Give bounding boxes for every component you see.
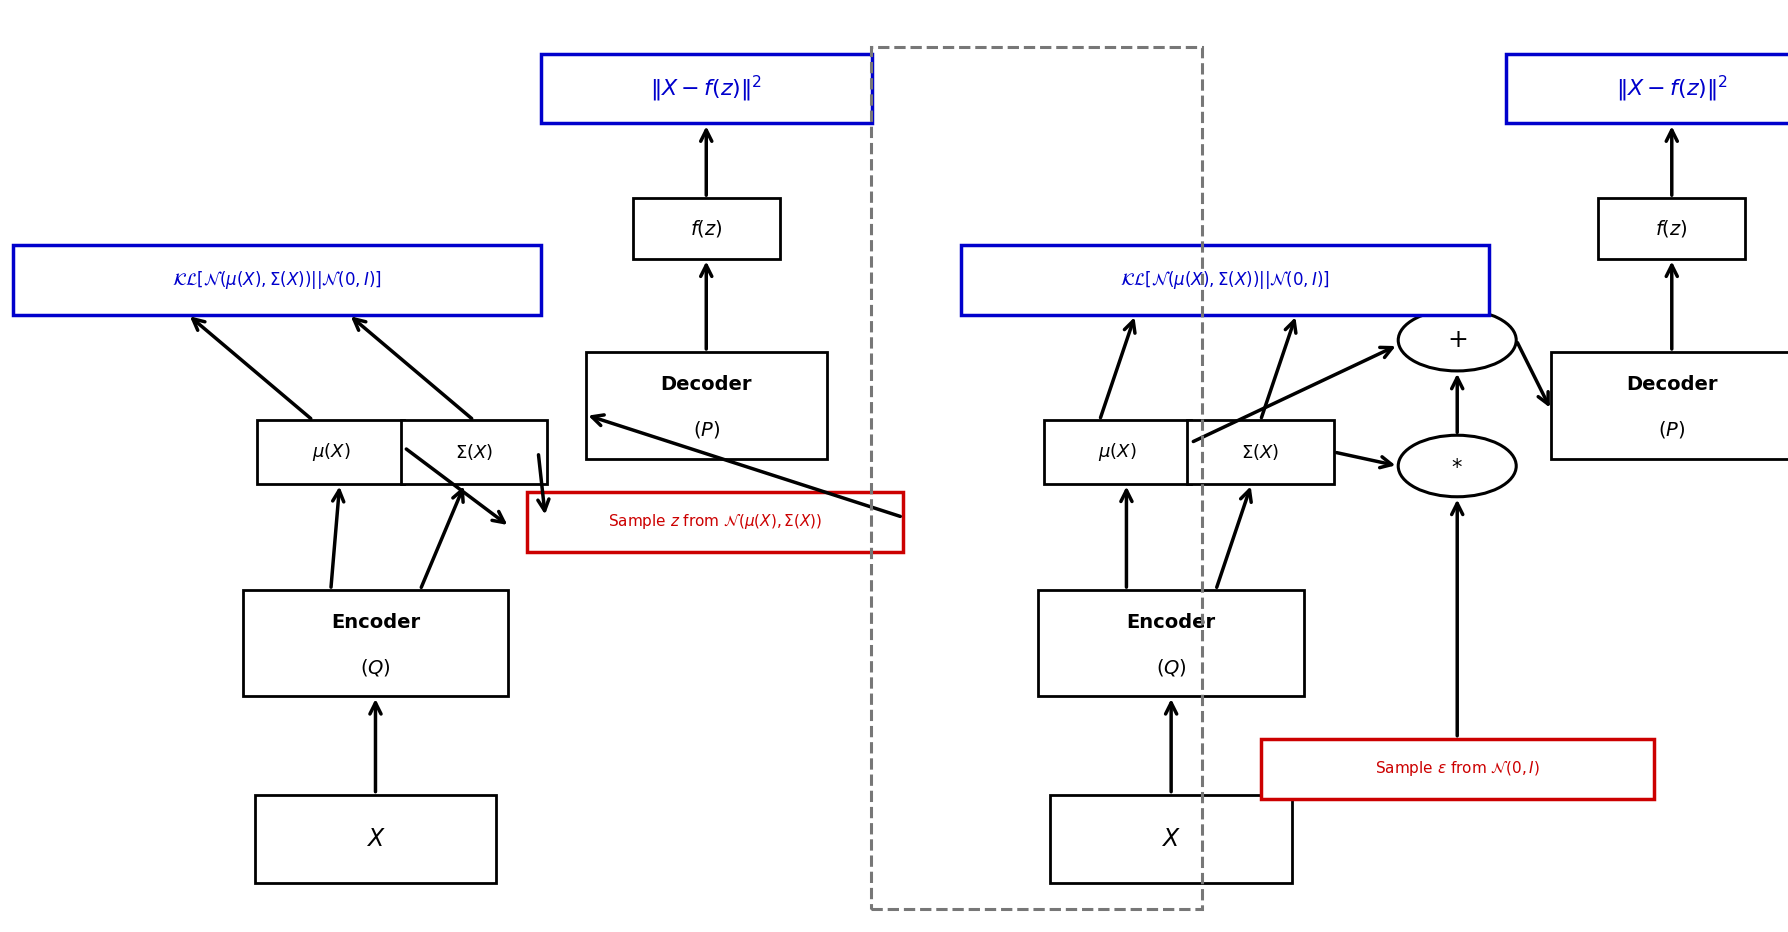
FancyBboxPatch shape (962, 245, 1488, 315)
Text: $f(z)$: $f(z)$ (690, 218, 722, 239)
Text: Decoder: Decoder (660, 376, 753, 394)
FancyBboxPatch shape (1051, 794, 1291, 884)
Circle shape (1398, 309, 1516, 371)
Text: $(P)$: $(P)$ (692, 419, 721, 440)
Text: Decoder: Decoder (1625, 376, 1718, 394)
FancyBboxPatch shape (1505, 53, 1788, 124)
FancyBboxPatch shape (1039, 590, 1303, 696)
FancyBboxPatch shape (527, 492, 903, 552)
Text: Encoder: Encoder (1126, 613, 1216, 632)
Text: $+$: $+$ (1446, 328, 1468, 352)
Text: $\mathcal{KL}[\mathcal{N}(\mu(X),\Sigma(X))||\mathcal{N}(0,I)]$: $\mathcal{KL}[\mathcal{N}(\mu(X),\Sigma(… (172, 268, 383, 291)
FancyBboxPatch shape (243, 590, 508, 696)
Text: $\|X - f(z)\|^2$: $\|X - f(z)\|^2$ (651, 74, 762, 103)
Text: Encoder: Encoder (331, 613, 420, 632)
Text: Sample $\epsilon$ from $\mathcal{N}(0,I)$: Sample $\epsilon$ from $\mathcal{N}(0,I)… (1375, 760, 1539, 778)
FancyBboxPatch shape (633, 198, 780, 258)
FancyBboxPatch shape (1261, 738, 1654, 799)
Text: $X$: $X$ (1162, 827, 1180, 851)
FancyBboxPatch shape (1044, 420, 1191, 484)
Text: $\mathcal{KL}[\mathcal{N}(\mu(X),\Sigma(X))||\mathcal{N}(0,I)]$: $\mathcal{KL}[\mathcal{N}(\mu(X),\Sigma(… (1119, 268, 1330, 291)
Text: Sample $z$ from $\mathcal{N}(\mu(X),\Sigma(X))$: Sample $z$ from $\mathcal{N}(\mu(X),\Sig… (608, 513, 822, 531)
FancyBboxPatch shape (540, 53, 873, 124)
Text: $\Sigma(X)$: $\Sigma(X)$ (454, 442, 493, 462)
FancyBboxPatch shape (401, 420, 547, 484)
Text: $(Q)$: $(Q)$ (359, 657, 392, 678)
FancyBboxPatch shape (1187, 420, 1334, 484)
Text: $X$: $X$ (367, 827, 384, 851)
Text: $\mu(X)$: $\mu(X)$ (311, 441, 350, 463)
Text: $(Q)$: $(Q)$ (1155, 657, 1187, 678)
FancyBboxPatch shape (1552, 352, 1788, 459)
FancyBboxPatch shape (254, 794, 495, 884)
Circle shape (1398, 435, 1516, 497)
FancyBboxPatch shape (14, 245, 540, 315)
Text: $f(z)$: $f(z)$ (1656, 218, 1688, 239)
Text: $\|X - f(z)\|^2$: $\|X - f(z)\|^2$ (1616, 74, 1727, 103)
Text: $\Sigma(X)$: $\Sigma(X)$ (1241, 442, 1280, 462)
Text: $*$: $*$ (1452, 456, 1463, 476)
FancyBboxPatch shape (257, 420, 404, 484)
Text: $(P)$: $(P)$ (1657, 419, 1686, 440)
FancyBboxPatch shape (586, 352, 826, 459)
FancyBboxPatch shape (1598, 198, 1745, 258)
Text: $\mu(X)$: $\mu(X)$ (1098, 441, 1137, 463)
